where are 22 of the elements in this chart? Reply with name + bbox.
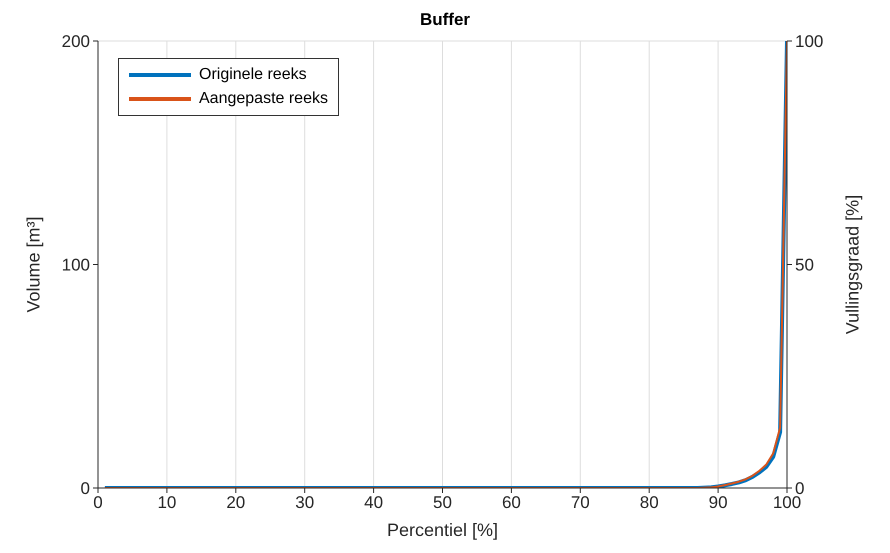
x-tick-label: 10 [157,493,176,512]
x-tick-label: 60 [502,493,521,512]
y-axis-title: Volume [m³] [23,216,44,313]
x-tick-label: 40 [364,493,384,512]
x-tick-label: 30 [295,493,314,512]
x-tick-label: 80 [640,493,659,512]
y-tick-label: 200 [62,32,90,52]
y-tick-label: 100 [62,256,90,275]
x-tick-label: 70 [570,493,590,512]
x-tick-label: 0 [93,493,103,512]
legend-label: Aangepaste reeks [199,90,328,108]
x-tick-label: 90 [708,493,728,512]
y2-tick-label: 50 [795,256,814,275]
chart-title: Buffer [418,10,472,30]
x-tick-label: 20 [226,493,246,512]
y2-tick-label: 100 [795,32,824,52]
y2-axis-title: Vullingsgraad [%] [842,194,862,334]
x-tick-label: 50 [433,493,452,512]
x-tick-label: 100 [772,493,802,512]
x-axis-title: Percentiel [%] [386,520,498,540]
legend-label: Originele reeks [199,66,307,84]
y-tick-label: 0 [80,479,90,498]
